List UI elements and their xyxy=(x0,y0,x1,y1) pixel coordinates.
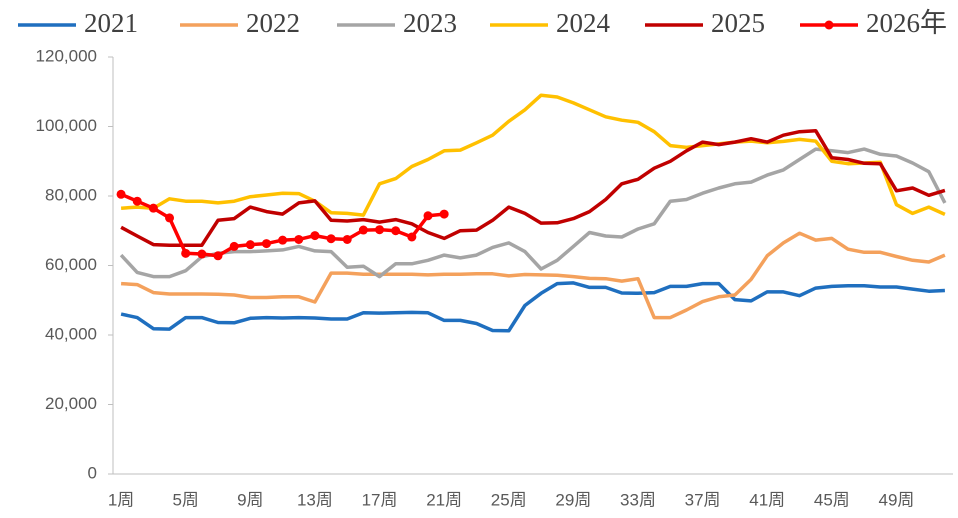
y-tick-label: 100,000 xyxy=(36,116,97,135)
series-line xyxy=(120,231,946,320)
series-marker xyxy=(439,209,449,219)
legend-label: 2025 xyxy=(711,8,765,38)
legend-label: 2021 xyxy=(84,8,138,38)
x-tick-label: 25周 xyxy=(491,490,527,509)
series-marker xyxy=(407,232,417,242)
series-line xyxy=(120,281,945,333)
series-marker xyxy=(132,196,142,206)
y-tick-label: 40,000 xyxy=(45,324,97,343)
series-marker xyxy=(213,251,223,261)
legend-marker xyxy=(824,20,834,30)
x-tick-label: 21周 xyxy=(426,490,462,509)
series-marker xyxy=(326,234,336,244)
series-marker xyxy=(197,249,207,259)
x-tick-label: 33周 xyxy=(620,490,656,509)
x-tick-label: 45周 xyxy=(814,490,850,509)
x-tick-label: 5周 xyxy=(172,490,198,509)
x-tick-label: 17周 xyxy=(362,490,398,509)
legend-label: 2026年 xyxy=(866,8,947,38)
series-line xyxy=(120,93,946,217)
legend-label: 2023 xyxy=(403,8,457,38)
y-tick-label: 80,000 xyxy=(45,185,97,204)
y-tick-label: 120,000 xyxy=(36,46,97,65)
x-tick-label: 1周 xyxy=(108,490,134,509)
series-marker xyxy=(310,231,320,241)
series-marker xyxy=(148,203,158,213)
series-marker xyxy=(358,225,368,235)
y-tick-label: 60,000 xyxy=(45,255,97,274)
x-tick-label: 9周 xyxy=(237,490,263,509)
series-marker xyxy=(423,211,433,221)
series-marker xyxy=(165,213,175,223)
x-tick-label: 29周 xyxy=(555,490,591,509)
x-tick-label: 49周 xyxy=(879,490,915,509)
series-marker xyxy=(294,234,304,244)
series-marker xyxy=(261,239,271,249)
series-marker xyxy=(229,241,239,251)
series-line xyxy=(119,147,947,279)
series-marker xyxy=(375,225,385,235)
series-marker xyxy=(342,234,352,244)
legend-label: 2022 xyxy=(246,8,300,38)
series-marker xyxy=(278,235,288,245)
legend-label: 2024 xyxy=(556,8,611,38)
series-marker xyxy=(391,226,401,236)
series-line xyxy=(120,128,946,248)
series-marker xyxy=(245,240,255,250)
y-tick-label: 0 xyxy=(88,463,97,482)
series-marker xyxy=(116,189,126,199)
x-tick-label: 41周 xyxy=(749,490,785,509)
series-marker xyxy=(181,248,191,258)
x-tick-label: 37周 xyxy=(685,490,721,509)
y-tick-label: 20,000 xyxy=(45,394,97,413)
x-tick-label: 13周 xyxy=(297,490,333,509)
